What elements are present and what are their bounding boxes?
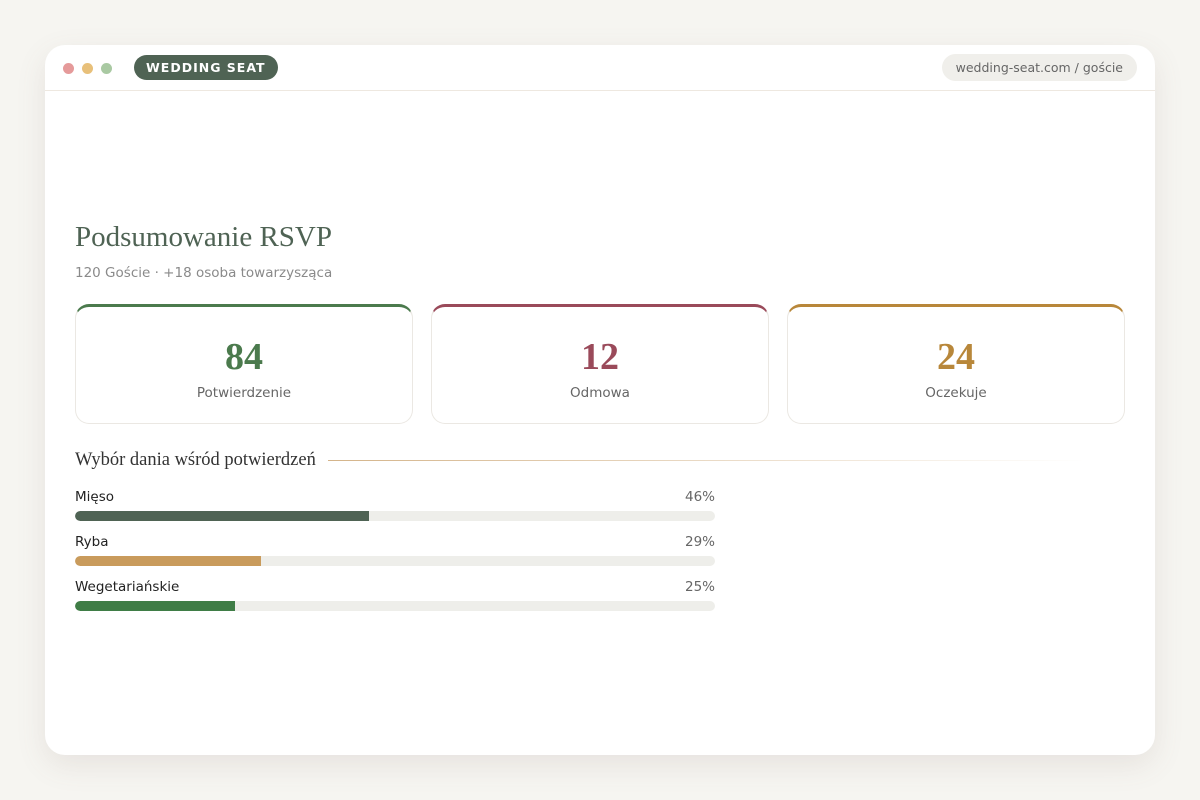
bar-track xyxy=(75,511,715,521)
bar-track xyxy=(75,556,715,566)
stat-card: 12 Odmowa xyxy=(431,304,769,424)
dish-chart: Mięso 46% Ryba 29% Wegetariańskie 25% xyxy=(75,489,715,624)
divider xyxy=(327,460,1085,461)
value-label: 46% xyxy=(684,489,715,505)
bar xyxy=(75,601,235,611)
bar-track xyxy=(75,601,715,611)
bar-row: Mięso 46% xyxy=(75,489,715,534)
window-dot[interactable] xyxy=(101,63,112,74)
window-dot[interactable] xyxy=(63,63,74,74)
page-title: Podsumowanie RSVP xyxy=(75,221,333,253)
section-header: Wybór dania wśród potwierdzeń xyxy=(75,450,1085,471)
brand[interactable]: WEDDING SEAT xyxy=(134,55,278,80)
bar-label: Wegetariańskie xyxy=(75,579,180,595)
browser-bar: WEDDING SEAT wedding-seat.com / goście xyxy=(45,45,1155,91)
window-dot[interactable] xyxy=(82,63,93,74)
value-label: 25% xyxy=(684,579,715,595)
bar-row: Ryba 29% xyxy=(75,534,715,579)
stat-label: Potwierdzenie xyxy=(196,385,292,401)
stat-value: 24 xyxy=(937,336,975,378)
stat-card: 24 Oczekuje xyxy=(787,304,1125,424)
bar-label: Ryba xyxy=(75,534,109,550)
bar-label: Mięso xyxy=(75,489,114,505)
url[interactable]: wedding-seat.com / goście xyxy=(941,54,1137,81)
bar-row: Wegetariańskie 25% xyxy=(75,579,715,624)
section-title: Wybór dania wśród potwierdzeń xyxy=(75,450,316,470)
stat-value: 84 xyxy=(225,336,263,378)
bar xyxy=(75,556,261,566)
value-label: 29% xyxy=(684,534,715,550)
stat-value: 12 xyxy=(581,336,619,378)
browser-window: WEDDING SEAT wedding-seat.com / goście P… xyxy=(45,45,1155,755)
page-subtitle: 120 Goście · +18 osoba towarzysząca xyxy=(75,265,333,281)
stat-card: 84 Potwierdzenie xyxy=(75,304,413,424)
bar xyxy=(75,511,370,521)
stat-label: Oczekuje xyxy=(925,385,987,401)
stat-cards: 84 Potwierdzenie 12 Odmowa 24 Oczekuje xyxy=(75,304,1125,424)
stat-label: Odmowa xyxy=(570,385,630,401)
